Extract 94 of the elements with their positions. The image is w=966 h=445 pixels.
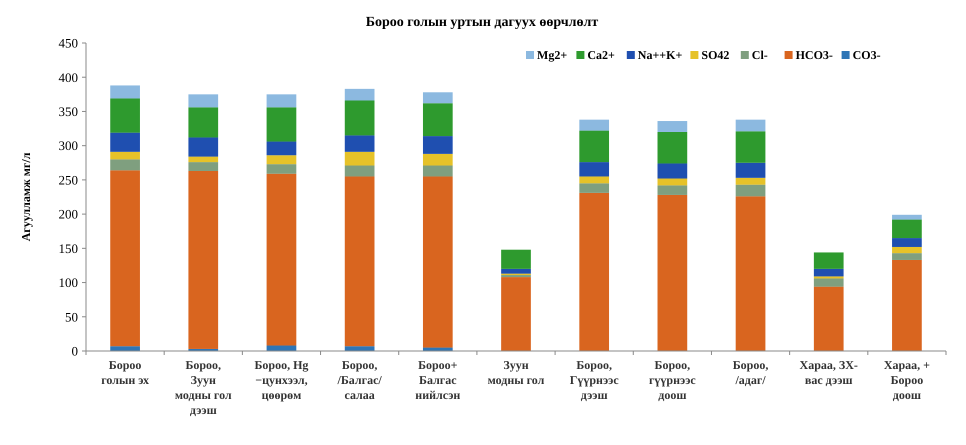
y-tick-label: 100: [58, 275, 78, 290]
y-tick-label: 0: [72, 344, 78, 359]
bar: [579, 130, 610, 162]
bar: [892, 220, 922, 238]
legend-label: Ca2+: [587, 48, 616, 62]
x-tick-label: Бороо, Нg −цунхээл, цөөрөм: [254, 358, 308, 402]
bar: [736, 162, 766, 178]
bar: [266, 155, 296, 164]
y-tick-label: 300: [58, 138, 78, 154]
bar: [266, 107, 296, 142]
bar: [814, 278, 844, 287]
bar: [736, 178, 766, 185]
bar: [501, 268, 531, 274]
bar: [188, 107, 218, 138]
legend-label: HCO3-: [796, 48, 833, 62]
bar: [110, 346, 140, 351]
bar: [344, 135, 374, 152]
bar: [814, 286, 844, 351]
bar: [658, 132, 688, 164]
x-tick-label: Зуун модны гол: [488, 358, 545, 387]
bar: [266, 94, 296, 108]
bar: [579, 183, 610, 193]
bar: [344, 176, 374, 346]
bar: [188, 94, 218, 108]
bar: [344, 346, 374, 351]
bar: [658, 178, 688, 186]
y-tick-label: 450: [58, 36, 78, 51]
bar: [892, 246, 922, 254]
bar: [422, 92, 453, 104]
x-tick-label: Бороо, Гүүрнээс дээш: [570, 358, 620, 402]
bar: [422, 166, 453, 176]
y-tick-label: 350: [58, 104, 78, 119]
y-axis-title: Агуулламж мг/л: [19, 152, 33, 242]
bar: [110, 170, 140, 346]
legend-label: CO3-: [852, 48, 881, 62]
bar: [892, 260, 922, 351]
bar: [892, 214, 922, 220]
x-tick-label: Бороо, Зуун модны гол дээш: [174, 358, 232, 417]
x-tick-label: Бороо, гүүрнээс доош: [648, 358, 696, 402]
legend-label: SO42: [701, 48, 730, 62]
bar: [110, 98, 140, 133]
bar: [814, 268, 844, 276]
bar: [501, 277, 531, 351]
y-tick-label: 250: [58, 172, 78, 188]
bar: [501, 250, 531, 269]
x-tick-label: Бороо, /Балгас/ салаа: [336, 358, 382, 402]
bar: [422, 103, 453, 136]
bar: [344, 88, 374, 100]
bar: [266, 346, 296, 351]
legend-label: Mg2+: [537, 48, 568, 62]
x-tick-label: Хараа, ЗХ- вас дээш: [800, 358, 858, 387]
bar: [892, 253, 922, 260]
x-tick-label: Бороо голын эх: [101, 358, 149, 387]
legend-label: Na++K+: [638, 48, 682, 62]
bar: [110, 152, 140, 160]
bar: [736, 131, 766, 163]
bar: [266, 164, 296, 174]
bar: [344, 100, 374, 136]
bar: [579, 176, 610, 184]
bar: [658, 194, 688, 351]
bar: [110, 85, 140, 98]
bar: [892, 238, 922, 247]
bar: [266, 174, 296, 346]
bar: [658, 121, 688, 132]
bar: [344, 166, 374, 176]
bar: [579, 192, 610, 351]
bar: [736, 120, 766, 132]
bar: [188, 162, 218, 171]
bar: [658, 163, 688, 179]
x-tick-label: Бороо+ Балгас нийлсэн: [415, 358, 460, 402]
y-tick-label: 150: [58, 240, 78, 256]
bar: [658, 185, 688, 195]
bar: [110, 159, 140, 170]
chart-title: Бороо голын уртын дагуух өөрчлөлт: [366, 15, 598, 30]
bar: [110, 132, 140, 152]
bar: [422, 176, 453, 348]
bar: [422, 136, 453, 154]
x-tick-label: Бороо, /адаг/: [732, 358, 768, 387]
x-tick-label: Хараа, + Бороо доош: [884, 358, 930, 402]
bar: [188, 170, 218, 349]
y-tick-label: 400: [58, 70, 78, 85]
bar: [579, 120, 610, 131]
bar: [266, 142, 296, 156]
bar: [736, 184, 766, 196]
bar: [814, 252, 844, 269]
bar: [188, 137, 218, 157]
legend-label: Cl-: [752, 48, 768, 62]
bar: [736, 196, 766, 351]
bar: [344, 152, 374, 166]
bar: [579, 162, 610, 176]
bar: [422, 154, 453, 166]
y-tick-label: 50: [65, 309, 78, 324]
y-tick-label: 200: [58, 206, 78, 222]
bar: [188, 156, 218, 162]
